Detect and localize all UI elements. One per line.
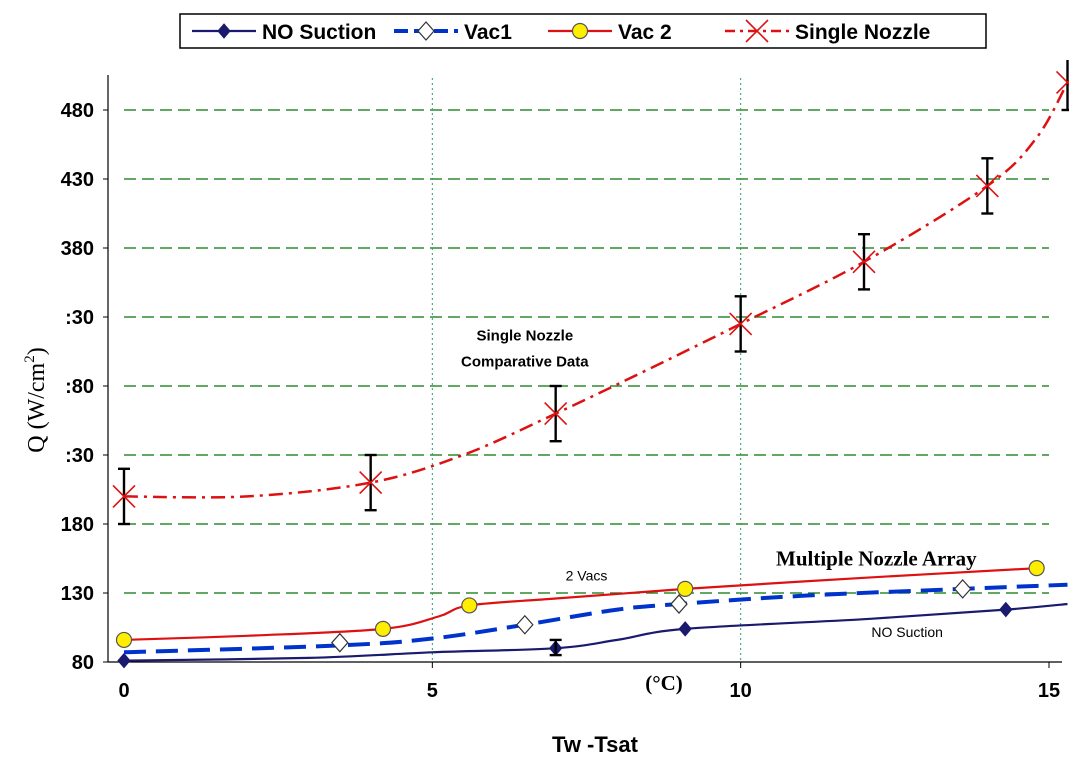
series-line (123, 582, 1068, 655)
annotation: Multiple Nozzle Array (776, 546, 977, 570)
series-single-nozzle (112, 60, 1069, 526)
axes: 80 130 180 :30 :80 :30 380 430 480 0 5 10 15 (61, 75, 1062, 702)
series-layer: Single Nozzle Comparative Data Multiple No… (112, 60, 1069, 669)
y-axis-label-main: Q (W/cm (24, 362, 50, 452)
grid (124, 78, 1049, 662)
axis-labels: Tw -Tsat (°C) Q (W/cm2) (22, 347, 683, 757)
marker-stroke (359, 471, 383, 495)
series-line (123, 602, 1068, 662)
series-vac1 (123, 578, 1068, 655)
legend-marker (217, 23, 231, 39)
data-point (999, 601, 1013, 618)
series-no-suction (117, 601, 1068, 669)
x-axis-unit: (°C) (645, 671, 683, 695)
y-tick-label: 430 (61, 169, 94, 191)
series-extra-4 (549, 638, 562, 657)
y-axis-label-group: Q (W/cm2) (22, 347, 50, 452)
marker-stroke (112, 484, 136, 508)
data-point (359, 471, 383, 495)
data-point (331, 632, 349, 653)
data-point (975, 174, 999, 198)
data-point (1028, 560, 1045, 577)
data-point (1055, 70, 1069, 94)
marker-stroke (975, 174, 999, 198)
data-point (677, 580, 694, 597)
y-tick-label: 480 (61, 100, 94, 122)
y-tick-label: :30 (65, 307, 94, 329)
y-tick-label: 130 (61, 583, 94, 605)
data-point (461, 597, 478, 614)
data-point (544, 402, 568, 426)
y-tick-label: :30 (65, 445, 94, 467)
y-axis-label-close: ) (24, 347, 50, 355)
data-point (852, 250, 876, 274)
y-axis-label-superscript: 2 (22, 355, 38, 363)
legend-marker (417, 21, 435, 41)
y-tick-label: 380 (61, 238, 94, 260)
data-point (117, 652, 131, 669)
annotation: Comparative Data (461, 354, 589, 371)
annotation: 2 Vacs (566, 568, 608, 584)
y-tick-label: 180 (61, 514, 94, 536)
x-tick-label: 5 (427, 680, 438, 702)
series-line (123, 567, 1037, 641)
data-point (953, 578, 972, 599)
y-axis-label: Q (W/cm2) (22, 347, 50, 452)
x-tick-label: 0 (118, 680, 129, 702)
marker-stroke (1055, 79, 1069, 94)
legend-label: Vac1 (464, 21, 512, 44)
data-point (115, 631, 133, 649)
legend: NO Suction Vac1 Vac 2 Single Nozzle (179, 13, 987, 49)
marker-stroke (852, 250, 876, 274)
x-axis-label: Tw -Tsat (552, 732, 639, 757)
marker-stroke (745, 19, 769, 43)
legend-marker (745, 19, 769, 43)
data-point (516, 614, 534, 635)
data-point (678, 621, 692, 637)
data-point (374, 620, 392, 637)
legend-label: NO Suction (262, 21, 376, 44)
legend-label: Single Nozzle (795, 21, 930, 44)
x-tick-label: 10 (730, 680, 752, 702)
series-line (123, 81, 1069, 499)
annotation: NO Suction (871, 624, 943, 640)
marker-stroke (729, 312, 753, 336)
y-tick-label: 80 (72, 652, 94, 674)
series-vac-2 (115, 560, 1045, 649)
data-point (112, 484, 136, 508)
legend-label: Vac 2 (618, 21, 672, 44)
annotation: Single Nozzle (476, 327, 573, 344)
data-point (729, 312, 753, 336)
y-tick-label: :80 (65, 376, 94, 398)
marker-stroke (544, 402, 568, 426)
x-tick-label: 15 (1038, 680, 1060, 702)
legend-marker (571, 22, 589, 40)
data-point (670, 594, 688, 614)
